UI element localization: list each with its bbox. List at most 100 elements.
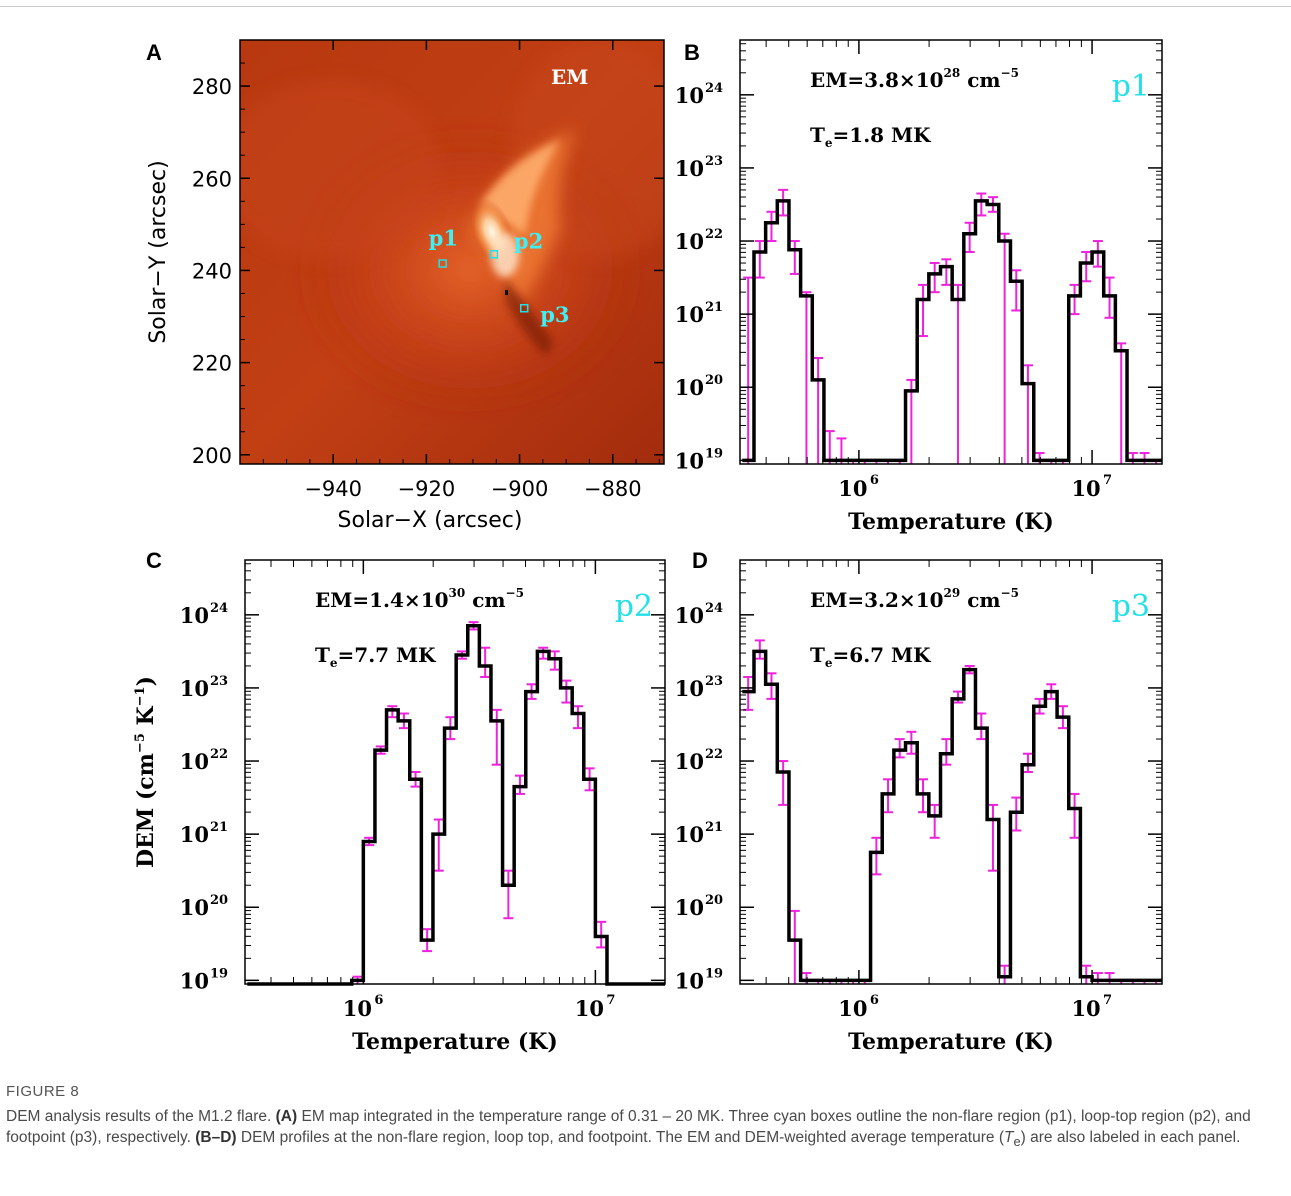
y-tick-label: 10	[675, 968, 704, 993]
y-tick-label: 10	[675, 448, 704, 473]
top-divider	[0, 6, 1291, 7]
y-tick-exponent: 21	[210, 820, 228, 835]
y-tick-label: 240	[192, 259, 232, 283]
em-annotation: EM=3.2×1029 cm−5	[810, 586, 1019, 612]
y-tick-label: 200	[192, 444, 232, 468]
y-tick-exponent: 19	[210, 966, 228, 981]
y-tick-exponent: 24	[705, 81, 723, 96]
y-ticks: 200 220 240 260 280	[192, 39, 664, 468]
x-tick-exponent: 6	[870, 473, 879, 488]
te-annotation: Te=6.7 MK	[810, 643, 931, 670]
region-box-p2	[489, 250, 499, 259]
panel-letter-b: B	[684, 40, 700, 65]
x-tick-label: 10	[343, 996, 372, 1021]
figure-canvas: A EM p1 p2 p3 −940 −920 −900 −880 200 220 240 26…	[133, 39, 1163, 1055]
region-box-p3	[519, 303, 529, 313]
caption-part: (A)	[275, 1108, 298, 1125]
panel-a-em-map: A EM p1 p2 p3 −940 −920 −900 −880 200 220 240 26…	[146, 39, 665, 533]
x-tick-label: 10	[575, 996, 604, 1021]
y-tick-label: 10	[180, 822, 209, 847]
x-tick-exponent: 7	[606, 993, 615, 1008]
dem-step-line	[247, 624, 665, 986]
figure-caption: FIGURE 8 DEM analysis results of the M1.…	[6, 1083, 1281, 1152]
plot-frame	[739, 559, 1163, 985]
x-tick-label: 10	[1071, 476, 1100, 501]
caption-part: ) are also labeled in each panel.	[1020, 1129, 1241, 1146]
te-annotation: Te=7.7 MK	[315, 643, 436, 670]
te-annotation: Te=1.8 MK	[810, 123, 931, 150]
y-tick-label: 10	[180, 968, 209, 993]
region-label-p1: p1	[429, 226, 458, 251]
x-ticks: −940 −920 −900 −880	[262, 40, 660, 501]
em-annotation: EM=3.8×1028 cm−5	[810, 66, 1019, 92]
region-box-p1	[438, 259, 447, 268]
caption-part: EM map integrated in the temperature ran…	[6, 1108, 1251, 1146]
y-tick-exponent: 23	[705, 154, 723, 169]
region-label: p2	[615, 589, 653, 624]
em-map-image	[240, 40, 664, 464]
y-tick-label: 10	[180, 749, 209, 774]
y-tick-label: 10	[675, 603, 704, 628]
y-tick-label: 10	[675, 229, 704, 254]
y-tick-label: 10	[675, 302, 704, 327]
y-tick-exponent: 22	[705, 747, 723, 762]
x-axis-label: Temperature (K)	[848, 1029, 1054, 1055]
x-tick-exponent: 7	[1103, 473, 1112, 488]
x-tick-label: −940	[304, 477, 362, 501]
region-boxes: p1 p2 p3	[429, 226, 570, 328]
y-tick-label: 10	[180, 676, 209, 701]
caption-title: FIGURE 8	[6, 1083, 80, 1100]
y-tick-exponent: 20	[210, 893, 228, 908]
y-tick-label: 260	[192, 167, 232, 191]
caption-body: DEM analysis results of the M1.2 flare. …	[6, 1106, 1281, 1152]
caption-part: (B–D)	[195, 1129, 237, 1146]
y-tick-label: 10	[675, 83, 704, 108]
map-label: EM	[551, 65, 588, 89]
dem-step-line	[742, 199, 1162, 463]
x-tick-exponent: 7	[1103, 993, 1112, 1008]
y-tick-exponent: 20	[705, 373, 723, 388]
x-axis-label: Solar−X (arcsec)	[338, 508, 523, 533]
y-tick-exponent: 21	[705, 300, 723, 315]
x-tick-label: 10	[838, 476, 867, 501]
region-label: p1	[1112, 69, 1150, 104]
region-label-p3: p3	[540, 302, 569, 327]
x-axis-label: Temperature (K)	[352, 1029, 558, 1055]
x-tick-label: 10	[1071, 996, 1100, 1021]
y-axis-label: Solar−Y (arcsec)	[146, 160, 171, 343]
caption-part: T	[1003, 1129, 1014, 1146]
x-tick-exponent: 6	[374, 993, 383, 1008]
y-tick-label: 10	[180, 603, 209, 628]
x-tick-label: 10	[838, 996, 867, 1021]
y-tick-label: 10	[675, 749, 704, 774]
y-tick-exponent: 21	[705, 820, 723, 835]
panel-letter-a: A	[146, 40, 162, 65]
caption-part: DEM analysis results of the M1.2 flare.	[6, 1108, 276, 1125]
y-tick-exponent: 22	[705, 227, 723, 242]
y-axis-label: DEM (cm−5 K−1)	[133, 676, 159, 868]
y-tick-exponent: 23	[210, 674, 228, 689]
y-tick-exponent: 24	[210, 601, 228, 616]
y-tick-label: 10	[675, 822, 704, 847]
y-tick-label: 10	[675, 156, 704, 181]
region-label: p3	[1112, 589, 1150, 624]
x-tick-exponent: 6	[870, 993, 879, 1008]
x-tick-label: −920	[398, 477, 456, 501]
y-tick-exponent: 23	[705, 674, 723, 689]
x-tick-label: −880	[584, 477, 642, 501]
y-tick-label: 220	[192, 352, 232, 376]
y-tick-exponent: 20	[705, 893, 723, 908]
y-tick-label: 10	[675, 895, 704, 920]
em-annotation: EM=1.4×1030 cm−5	[315, 586, 524, 612]
panel-letter-c: C	[146, 548, 162, 573]
plot-frame	[244, 559, 666, 985]
error-bars	[743, 639, 1162, 984]
x-axis-label: Temperature (K)	[848, 509, 1054, 535]
y-tick-exponent: 19	[705, 966, 723, 981]
y-tick-exponent: 19	[705, 446, 723, 461]
y-tick-label: 10	[180, 895, 209, 920]
y-tick-label: 10	[675, 676, 704, 701]
